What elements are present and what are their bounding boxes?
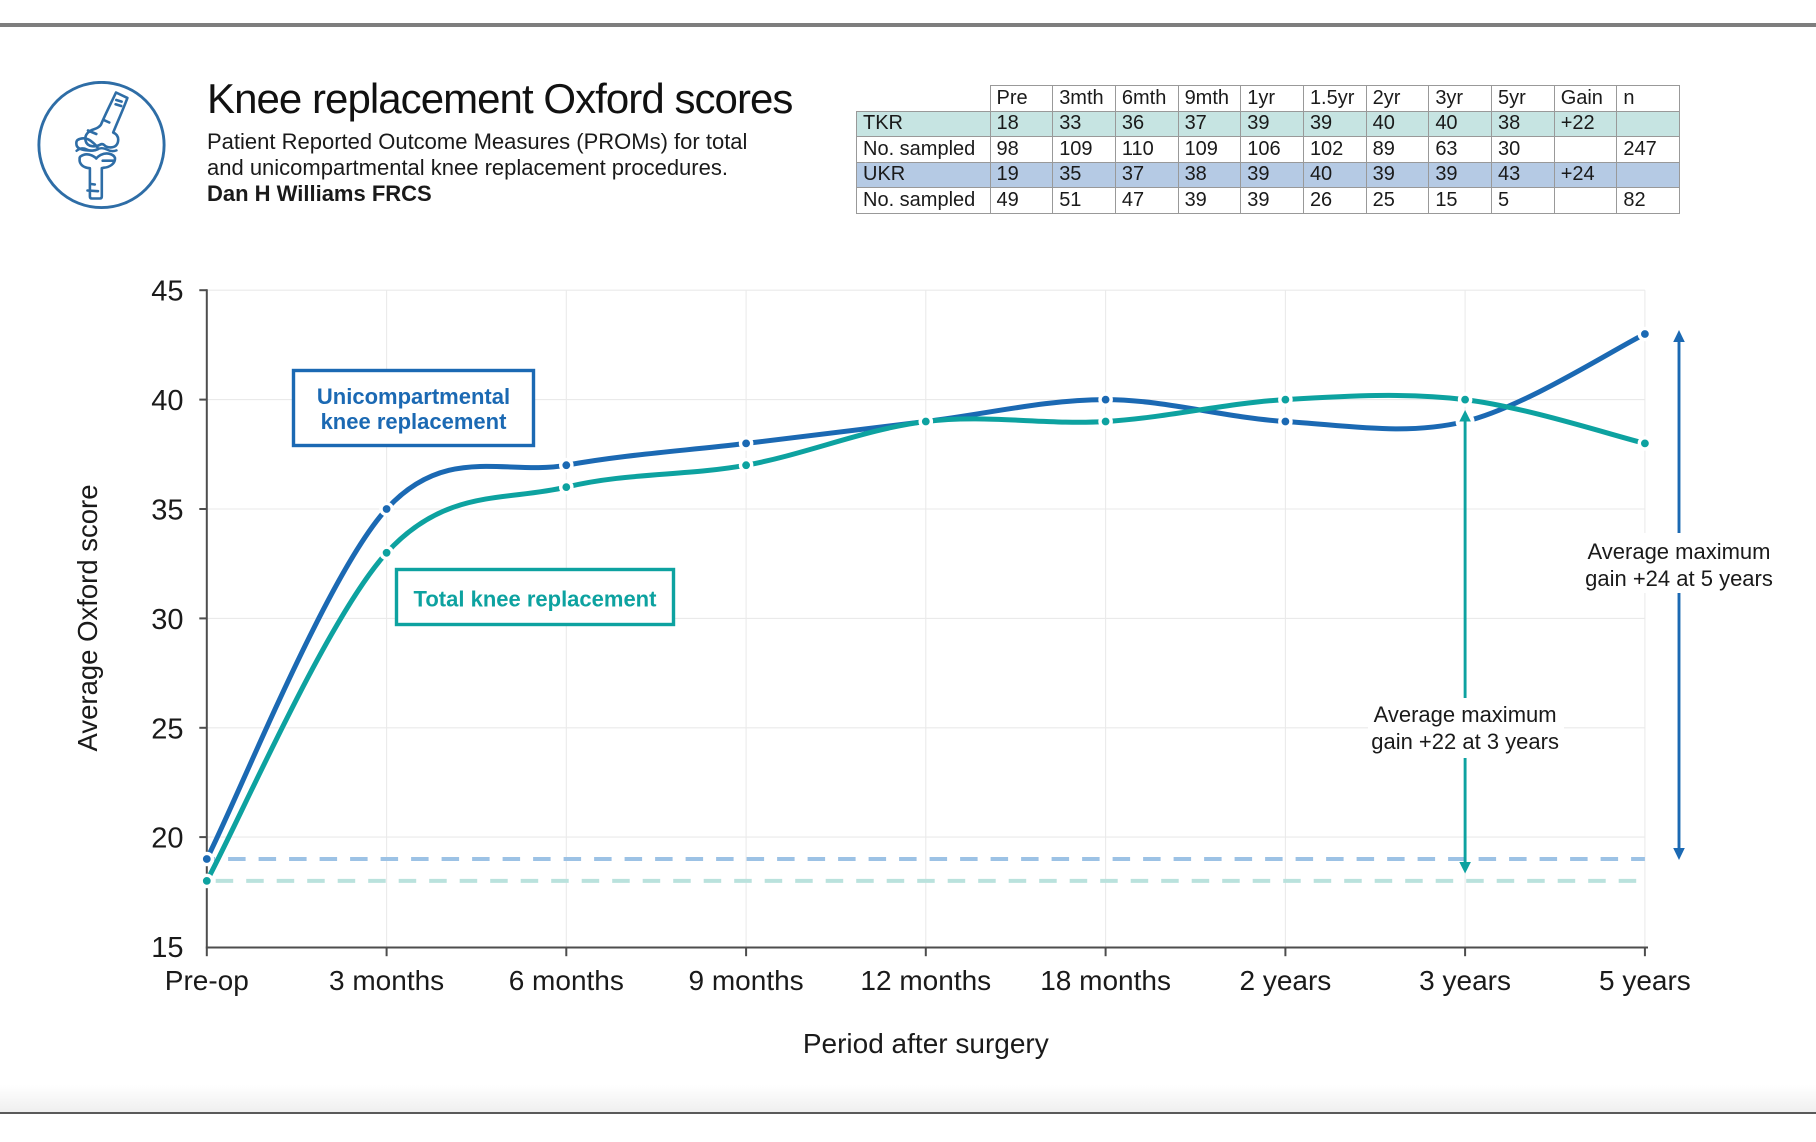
svg-text:Unicompartmental: Unicompartmental bbox=[317, 384, 510, 409]
svg-text:9 months: 9 months bbox=[689, 965, 804, 996]
svg-text:45: 45 bbox=[151, 276, 183, 308]
svg-text:knee replacement: knee replacement bbox=[321, 409, 508, 434]
svg-text:3 years: 3 years bbox=[1419, 965, 1511, 996]
svg-text:Average Oxford score: Average Oxford score bbox=[72, 485, 103, 752]
svg-text:gain +22 at 3 years: gain +22 at 3 years bbox=[1371, 729, 1559, 754]
svg-text:18 months: 18 months bbox=[1040, 965, 1171, 996]
svg-text:5 years: 5 years bbox=[1599, 965, 1691, 996]
svg-text:Average maximum: Average maximum bbox=[1588, 539, 1771, 564]
svg-text:3 months: 3 months bbox=[329, 965, 444, 996]
svg-text:12 months: 12 months bbox=[860, 965, 991, 996]
svg-text:35: 35 bbox=[151, 495, 183, 527]
svg-text:Pre-op: Pre-op bbox=[165, 965, 249, 996]
svg-text:2 years: 2 years bbox=[1239, 965, 1331, 996]
svg-text:15: 15 bbox=[151, 932, 183, 964]
svg-text:gain +24 at 5 years: gain +24 at 5 years bbox=[1585, 566, 1773, 591]
svg-text:Period after surgery: Period after surgery bbox=[803, 1028, 1049, 1059]
svg-text:Average maximum: Average maximum bbox=[1374, 702, 1557, 727]
svg-text:Total knee replacement: Total knee replacement bbox=[414, 587, 658, 612]
svg-text:30: 30 bbox=[151, 604, 183, 636]
svg-text:6 months: 6 months bbox=[509, 965, 624, 996]
svg-text:20: 20 bbox=[151, 823, 183, 855]
svg-text:25: 25 bbox=[151, 713, 183, 745]
svg-text:40: 40 bbox=[151, 385, 183, 417]
